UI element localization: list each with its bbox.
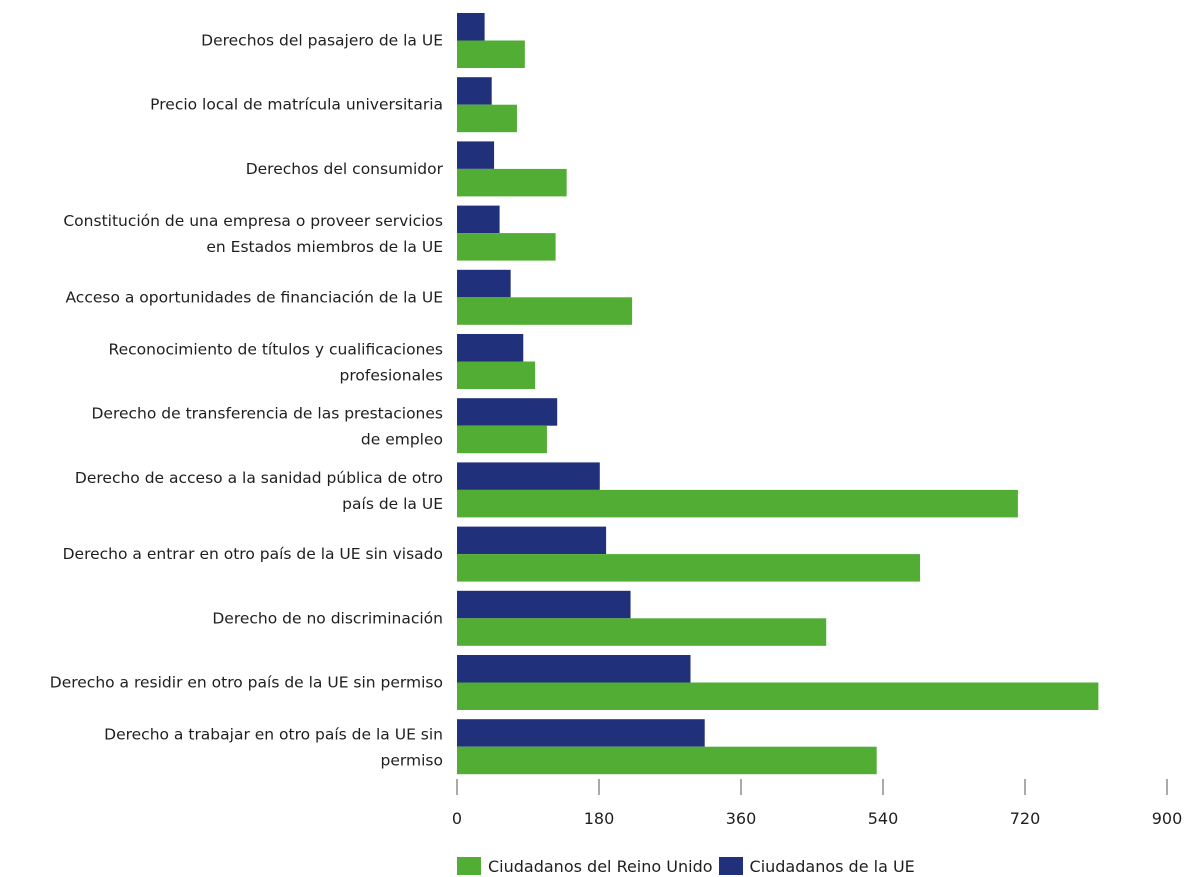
bar-uk-9 — [457, 618, 827, 646]
bar-eu-11 — [457, 719, 705, 747]
category-label-8: Derecho a entrar en otro país de la UE s… — [63, 545, 443, 563]
bar-uk-5 — [457, 361, 536, 389]
bars-group — [457, 13, 1099, 775]
legend-item-eu: Ciudadanos de la UE — [718, 856, 915, 876]
bar-eu-2 — [457, 141, 495, 169]
bar-eu-0 — [457, 13, 485, 41]
legend-label-eu: Ciudadanos de la UE — [749, 856, 915, 876]
bar-eu-9 — [457, 590, 631, 619]
category-label-7: Derecho de acceso a la sanidad pública d… — [75, 469, 443, 513]
bar-uk-0 — [457, 40, 525, 68]
category-label-9: Derecho de no discriminación — [212, 609, 443, 627]
category-label-1: Precio local de matrícula universitaria — [150, 96, 443, 114]
category-label-0: Derechos del pasajero de la UE — [201, 32, 443, 50]
bar-uk-7 — [457, 489, 1018, 518]
bar-uk-3 — [457, 233, 556, 261]
bar-eu-1 — [457, 77, 492, 105]
x-tick-label-4: 720 — [1010, 809, 1041, 828]
bar-eu-10 — [457, 655, 691, 683]
bar-uk-2 — [457, 168, 567, 197]
bar-uk-8 — [457, 554, 921, 582]
bar-uk-1 — [457, 104, 517, 133]
bar-eu-8 — [457, 526, 607, 555]
legend-label-uk: Ciudadanos del Reino Unido — [488, 856, 713, 876]
bar-uk-11 — [457, 746, 877, 775]
bar-chart: Derechos del pasajero de la UE Precio loc… — [50, 13, 1182, 828]
bar-uk-6 — [457, 425, 547, 454]
bar-eu-6 — [457, 398, 558, 426]
category-label-5: Reconocimiento de títulos y cualificacio… — [109, 341, 443, 385]
x-tick-label-1: 180 — [584, 809, 615, 828]
category-label-3: Constitución de una empresa o proveer se… — [63, 212, 443, 256]
x-tick-label-2: 360 — [726, 809, 757, 828]
category-label-6: Derecho de transferencia de las prestaci… — [92, 405, 444, 449]
legend-swatch-eu — [718, 857, 743, 875]
bar-eu-5 — [457, 334, 524, 362]
bar-uk-10 — [457, 682, 1099, 710]
legend: Ciudadanos del Reino Unido Ciudadanos de… — [457, 855, 921, 877]
bar-uk-4 — [457, 297, 633, 325]
bar-eu-4 — [457, 269, 511, 298]
category-label-10: Derecho a residir en otro país de la UE … — [50, 674, 443, 692]
category-label-11: Derecho a trabajar en otro país de la UE… — [104, 726, 443, 770]
bar-eu-3 — [457, 205, 500, 234]
x-axis: 0 180 360 540 720 900 — [452, 779, 1182, 828]
bar-eu-7 — [457, 462, 600, 490]
x-tick-label-5: 900 — [1152, 809, 1183, 828]
x-tick-label-3: 540 — [868, 809, 899, 828]
category-labels-group: Derechos del pasajero de la UE Precio loc… — [50, 32, 444, 770]
legend-item-uk: Ciudadanos del Reino Unido — [457, 857, 713, 876]
category-label-4: Acceso a oportunidades de financiación d… — [65, 288, 443, 306]
legend-swatch-uk — [457, 857, 481, 875]
category-label-2: Derechos del consumidor — [246, 160, 444, 178]
x-tick-label-0: 0 — [452, 809, 462, 828]
